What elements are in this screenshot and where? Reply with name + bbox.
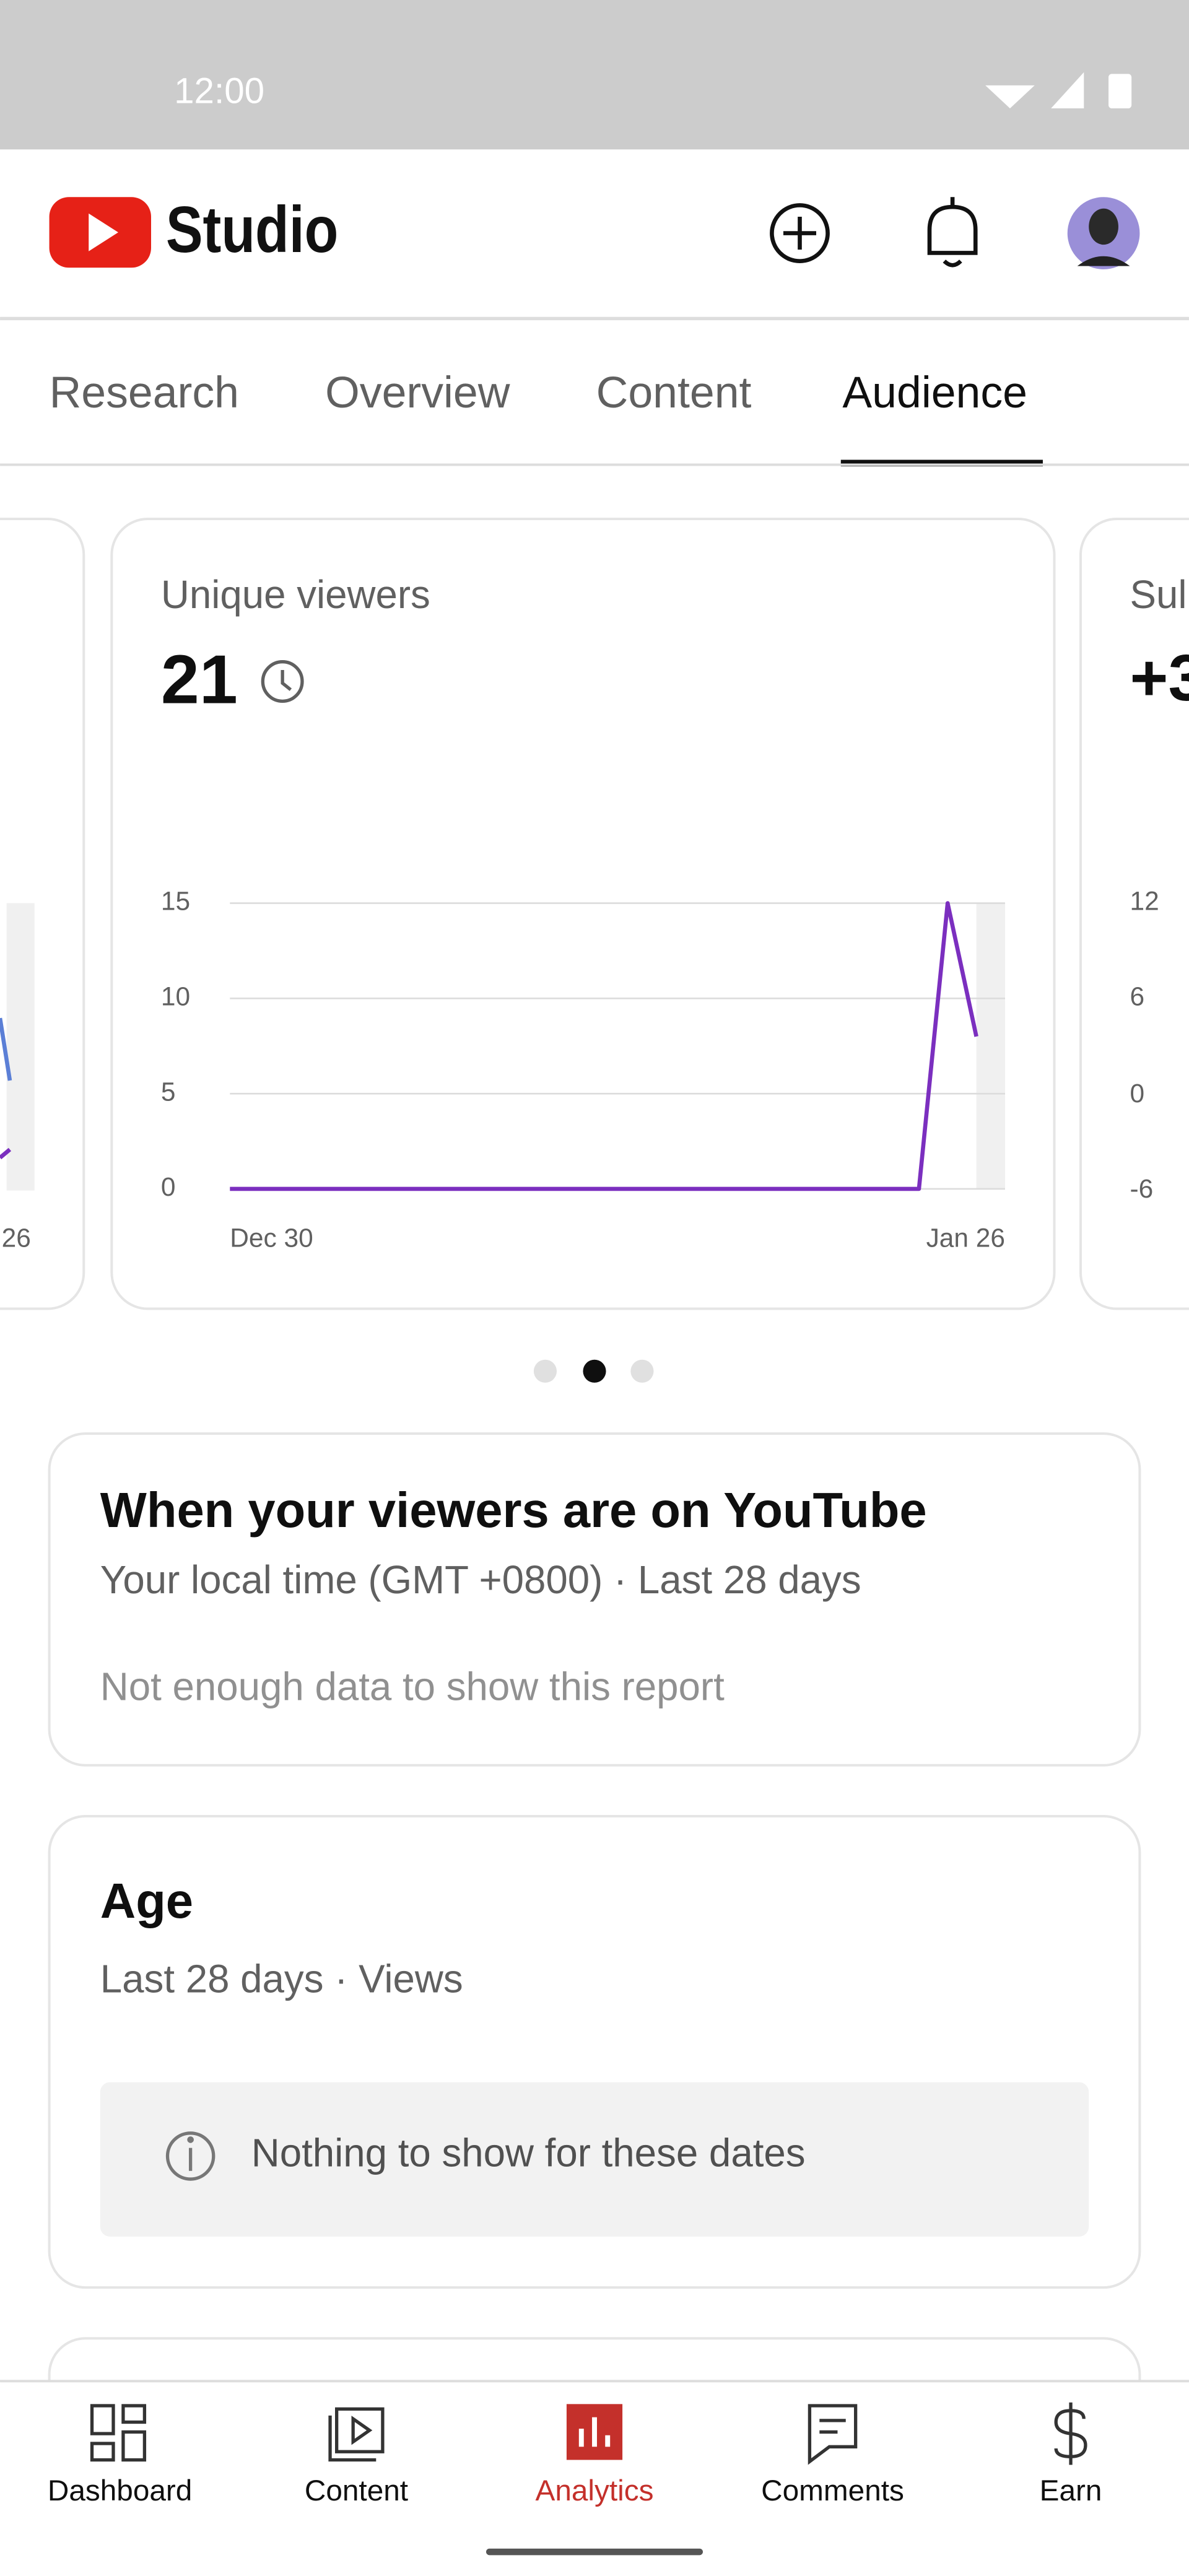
report-card[interactable] [48, 1432, 1141, 1767]
y-tick-label: 5 [161, 1077, 176, 1106]
card-subtitle: Last 28 days · Views [100, 1957, 463, 2001]
tab-selected[interactable]: Audience [842, 368, 1027, 417]
card-title: Age [100, 1873, 193, 1928]
x-tick-label: Jan 26 [926, 1223, 1005, 1252]
logo-play [89, 213, 118, 251]
empty-state [100, 2082, 1089, 2237]
tab[interactable]: Content [596, 368, 752, 417]
peek-y-label: -6 [1130, 1174, 1154, 1203]
partial-period-band [976, 903, 1005, 1189]
card-subtitle: Your local time (GMT +0800) · Last 28 da… [100, 1558, 861, 1602]
nav-icon [1054, 2402, 1087, 2465]
tab[interactable]: Overview [325, 368, 510, 417]
card-title: When your viewers are on YouTube [100, 1482, 927, 1538]
avatar[interactable] [1067, 197, 1140, 269]
status-bar [0, 0, 1189, 150]
chart-value: 21 [161, 640, 238, 718]
home-indicator [486, 2548, 703, 2556]
data-line [230, 901, 978, 1191]
peek-y-label: 12 [1130, 887, 1159, 916]
peek-line [0, 1017, 12, 1081]
empty-message: Nothing to show for these dates [251, 2131, 806, 2175]
app-name: Studio [166, 193, 338, 266]
status-time: 12:00 [174, 71, 264, 111]
nav-label[interactable]: Content [305, 2474, 408, 2507]
nav-label[interactable]: Comments [761, 2474, 904, 2507]
info-icon [165, 2131, 216, 2181]
pager-dot[interactable] [583, 1359, 606, 1383]
clock-icon [261, 660, 304, 703]
peek-y-label: 6 [1130, 982, 1145, 1011]
y-tick-label: 10 [161, 982, 190, 1011]
notifications-button[interactable] [927, 197, 978, 268]
nav-icon-bars [578, 2417, 611, 2447]
create-button[interactable] [770, 203, 830, 263]
pager-dot[interactable] [630, 1359, 654, 1383]
chart: 0 5 10 15 Dec 30 Jan 26 [161, 887, 1005, 1252]
tab[interactable]: Research [50, 368, 239, 417]
nav-icon [90, 2404, 147, 2462]
battery-icon [1108, 74, 1132, 109]
chart-title: Unique viewers [161, 573, 430, 617]
peek-value: +3 [1130, 642, 1189, 715]
peek-y-label: 0 [1130, 1079, 1145, 1108]
chart-card[interactable] [110, 518, 1056, 1310]
tab-indicator [840, 459, 1043, 467]
wifi-icon [985, 85, 1035, 109]
pager-dot[interactable] [533, 1359, 557, 1383]
peek-title: Sul [1130, 573, 1187, 617]
x-tick-label: Dec 30 [230, 1223, 313, 1252]
signal-icon [1051, 72, 1084, 109]
card-message: Not enough data to show this report [100, 1665, 725, 1709]
y-tick-label: 0 [161, 1172, 176, 1201]
nav-icon [808, 2404, 858, 2465]
peek-line [0, 1147, 12, 1160]
nav-label[interactable]: Earn [1040, 2474, 1102, 2507]
nav-label-selected[interactable]: Analytics [536, 2474, 654, 2507]
y-tick-label: 15 [161, 887, 190, 916]
nav-label[interactable]: Dashboard [48, 2474, 192, 2507]
peek-x-label: 26 [2, 1223, 31, 1252]
peek-card-right[interactable] [1079, 518, 1189, 1310]
nav-icon [328, 2407, 385, 2462]
peek-shade [6, 903, 35, 1191]
